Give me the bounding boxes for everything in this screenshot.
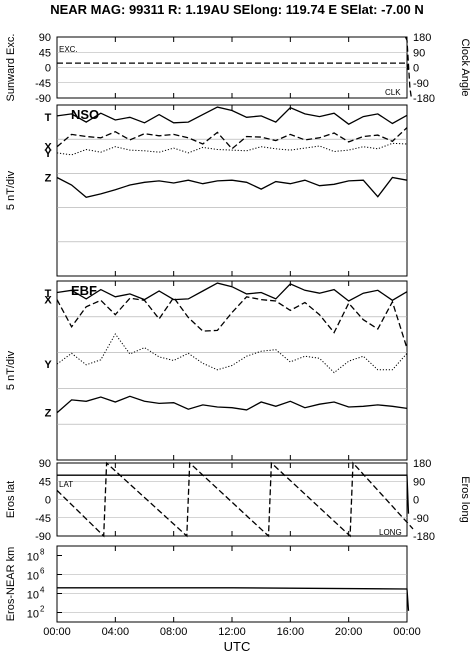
panel-3-series-z-line — [56, 395, 408, 414]
panel-2-curve-label-x: X — [44, 142, 52, 154]
panel-3-name-label: EBF — [71, 283, 97, 298]
panel-5-tick-base-2: 10 — [27, 590, 39, 602]
panel-4-long-label: LONG — [379, 528, 402, 537]
panel-4-right-tick-label-2: 0 — [413, 495, 419, 507]
x-tick-label-5: 20:00 — [335, 626, 363, 638]
panel-4-left-axis-label: Eros lat — [5, 481, 17, 518]
panel-1-right-axis-label: Clock Angle — [459, 38, 471, 96]
x-tick-label-6: 00:00 — [393, 626, 421, 638]
panel-1-right-tick-label-3: -90 — [413, 78, 429, 90]
panel-4-left-tick-label-1: 45 — [39, 476, 51, 488]
panel-5-left-axis-label: Eros-NEAR km — [5, 547, 17, 622]
panel-4-right-tick-label-4: -180 — [413, 531, 435, 543]
panel-2-curve-label-t: T — [45, 112, 52, 124]
panel-1-left-axis-label: Sunward Exc. — [5, 34, 17, 102]
panel-4-left-tick-label-4: -90 — [35, 531, 51, 543]
x-axis-title: UTC — [224, 639, 251, 654]
panel-5-tick-exp-1: 6 — [40, 567, 45, 576]
panel-4-series-lat-line — [57, 474, 410, 514]
panel-2-series-z-line — [56, 176, 408, 199]
panel-4-right-tick-label-1: 90 — [413, 476, 425, 488]
x-tick-label-0: 00:00 — [43, 626, 71, 638]
panel-5-tick-exp-3: 2 — [40, 605, 45, 614]
panel-1-left-tick-label-3: -45 — [35, 78, 51, 90]
panel-1-series-clk-line — [404, 36, 413, 99]
panel-3-series-x-line — [56, 296, 408, 349]
panel-4-left-tick-label-3: -45 — [35, 513, 51, 525]
panel-2-frame — [56, 104, 408, 277]
panel-1-left-tick-label-2: 0 — [45, 63, 51, 75]
panel-1-left-tick-label-1: 45 — [39, 47, 51, 59]
panel-5-frame — [56, 545, 408, 623]
panel-1-exc-label: EXC. — [59, 45, 78, 54]
panel-4-series-long-line — [56, 461, 414, 538]
panel-2-series-y-line — [56, 142, 408, 156]
panel-4-left-tick-label-2: 0 — [45, 495, 51, 507]
panel-1-right-tick-label-0: 180 — [413, 32, 431, 44]
panel-5-tick-base-3: 10 — [27, 609, 39, 621]
panel-4-left-tick-label-0: 90 — [39, 458, 51, 470]
panel-1-right-tick-label-4: -180 — [413, 93, 435, 105]
panel-2-series-x-line — [56, 127, 408, 150]
x-tick-label-4: 16:00 — [277, 626, 305, 638]
panel-5-tick-exp-0: 8 — [40, 548, 45, 557]
panel-3-curve-label-x: X — [44, 295, 52, 307]
x-tick-label-2: 08:00 — [160, 626, 188, 638]
panel-3-frame — [56, 280, 408, 461]
panel-2-curve-label-z: Z — [45, 173, 52, 185]
panel-1-right-tick-label-1: 90 — [413, 47, 425, 59]
panel-3-series-t-line — [56, 282, 408, 302]
panel-1-clk-label: CLK — [385, 88, 401, 97]
panel-3-series-y-line — [56, 333, 408, 374]
panel-1-series-exc-line — [57, 62, 410, 72]
panel-2-curve-label-y: Y — [44, 148, 52, 160]
panel-3-curve-label-t: T — [45, 288, 52, 300]
chart-title: NEAR MAG: 99311 R: 1.19AU SElong: 119.74… — [50, 2, 424, 17]
panel-4-right-tick-label-0: 180 — [413, 458, 431, 470]
panel-5-tick-exp-2: 4 — [40, 586, 45, 595]
panel-4-right-axis-label: Eros long — [459, 476, 471, 522]
panel-1-left-tick-label-4: -90 — [35, 93, 51, 105]
panel-2-name-label: NSO — [71, 107, 99, 122]
panel-2-series-t-line — [56, 106, 408, 125]
panel-5-series-0-line — [57, 587, 410, 611]
panel-3-curve-label-y: Y — [44, 359, 52, 371]
panel-3-curve-label-z: Z — [45, 408, 52, 420]
panel-3-left-axis-label: 5 nT/div — [5, 350, 17, 390]
panel-2-left-axis-label: 5 nT/div — [5, 170, 17, 210]
panel-4-lat-label: LAT — [59, 480, 73, 489]
x-tick-label-1: 04:00 — [102, 626, 130, 638]
panel-4-right-tick-label-3: -90 — [413, 513, 429, 525]
panel-1-right-tick-label-2: 0 — [413, 63, 419, 75]
panel-5-tick-base-0: 10 — [27, 552, 39, 564]
panel-1-left-tick-label-0: 90 — [39, 32, 51, 44]
panel-5-tick-base-1: 10 — [27, 571, 39, 583]
x-tick-label-3: 12:00 — [218, 626, 246, 638]
